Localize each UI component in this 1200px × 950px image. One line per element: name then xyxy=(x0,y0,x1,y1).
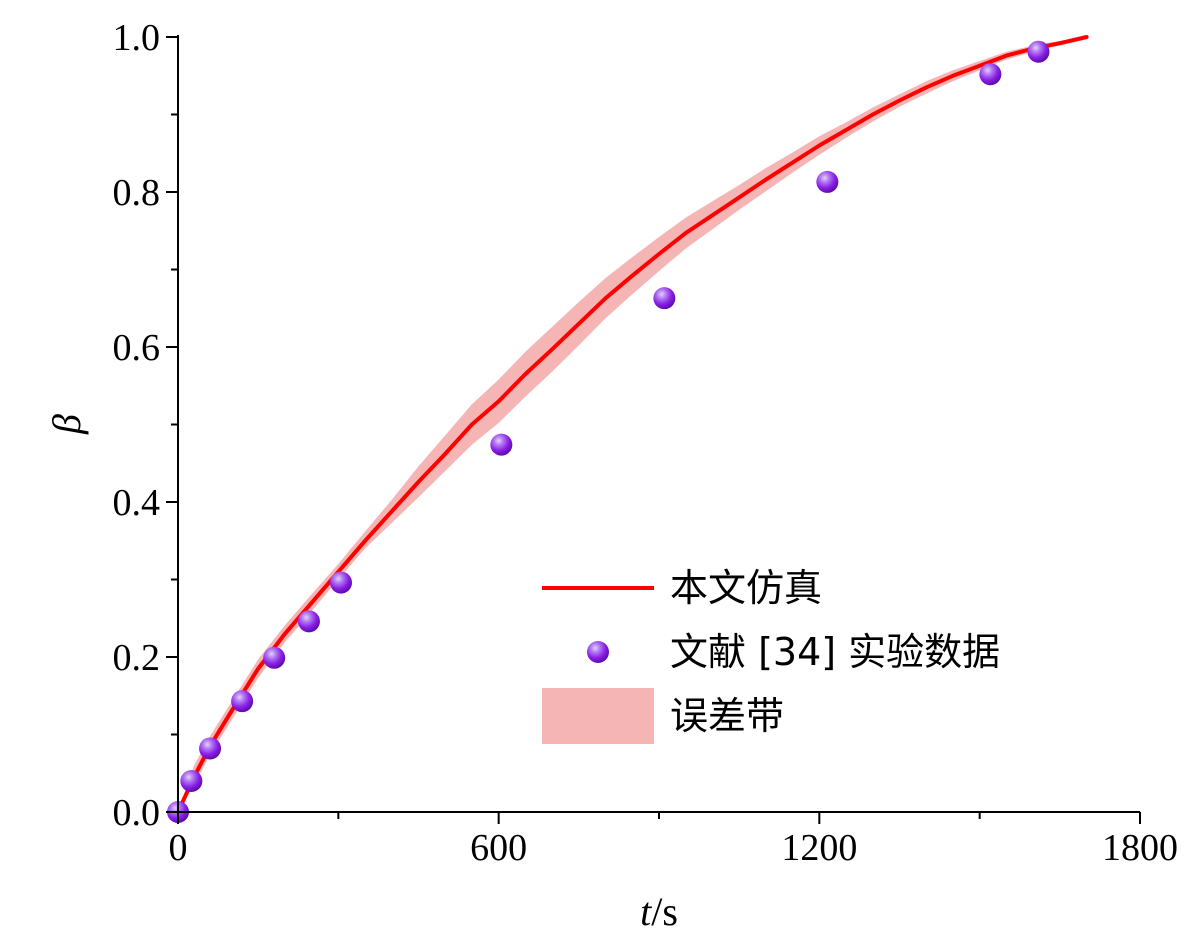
simulation-line xyxy=(176,35,1089,814)
data-point xyxy=(979,63,1002,86)
y-tick-label: 0.4 xyxy=(113,482,161,524)
x-tick-label: 1200 xyxy=(781,827,857,869)
legend-label: 文献 [34] 实验数据 xyxy=(670,630,1000,674)
data-point xyxy=(1027,40,1050,63)
data-point xyxy=(180,770,203,792)
data-point xyxy=(231,690,254,713)
plot-area xyxy=(167,35,1089,823)
data-point xyxy=(653,287,676,310)
x-tick-label: 1800 xyxy=(1102,827,1178,869)
data-point xyxy=(490,433,513,456)
legend-label: 本文仿真 xyxy=(670,566,822,610)
x-tick-label: 600 xyxy=(470,827,527,869)
y-tick-label: 0.0 xyxy=(113,792,161,834)
y-tick-label: 0.2 xyxy=(113,637,161,679)
legend-band-swatch xyxy=(542,688,654,744)
legend-label: 误差带 xyxy=(670,694,784,738)
data-point xyxy=(816,170,839,193)
y-tick-label: 1.0 xyxy=(113,17,161,59)
data-point xyxy=(199,737,222,760)
data-point xyxy=(330,571,353,594)
y-tick-label: 0.8 xyxy=(113,172,161,214)
y-axis-title: β xyxy=(44,414,89,435)
x-axis-title: t/s xyxy=(640,889,678,934)
data-point xyxy=(297,610,320,633)
legend-marker-swatch xyxy=(587,641,609,663)
x-axis-title-var: t xyxy=(640,889,652,934)
y-tick-label: 0.6 xyxy=(113,327,161,369)
x-tick-label: 0 xyxy=(169,827,188,869)
x-axis-title-unit: /s xyxy=(651,889,678,934)
data-point xyxy=(263,646,286,669)
axes: 0 600 1200 1800 0.0 0.2 0.4 0.6 0.8 1.0 t/s β xyxy=(44,17,1178,934)
